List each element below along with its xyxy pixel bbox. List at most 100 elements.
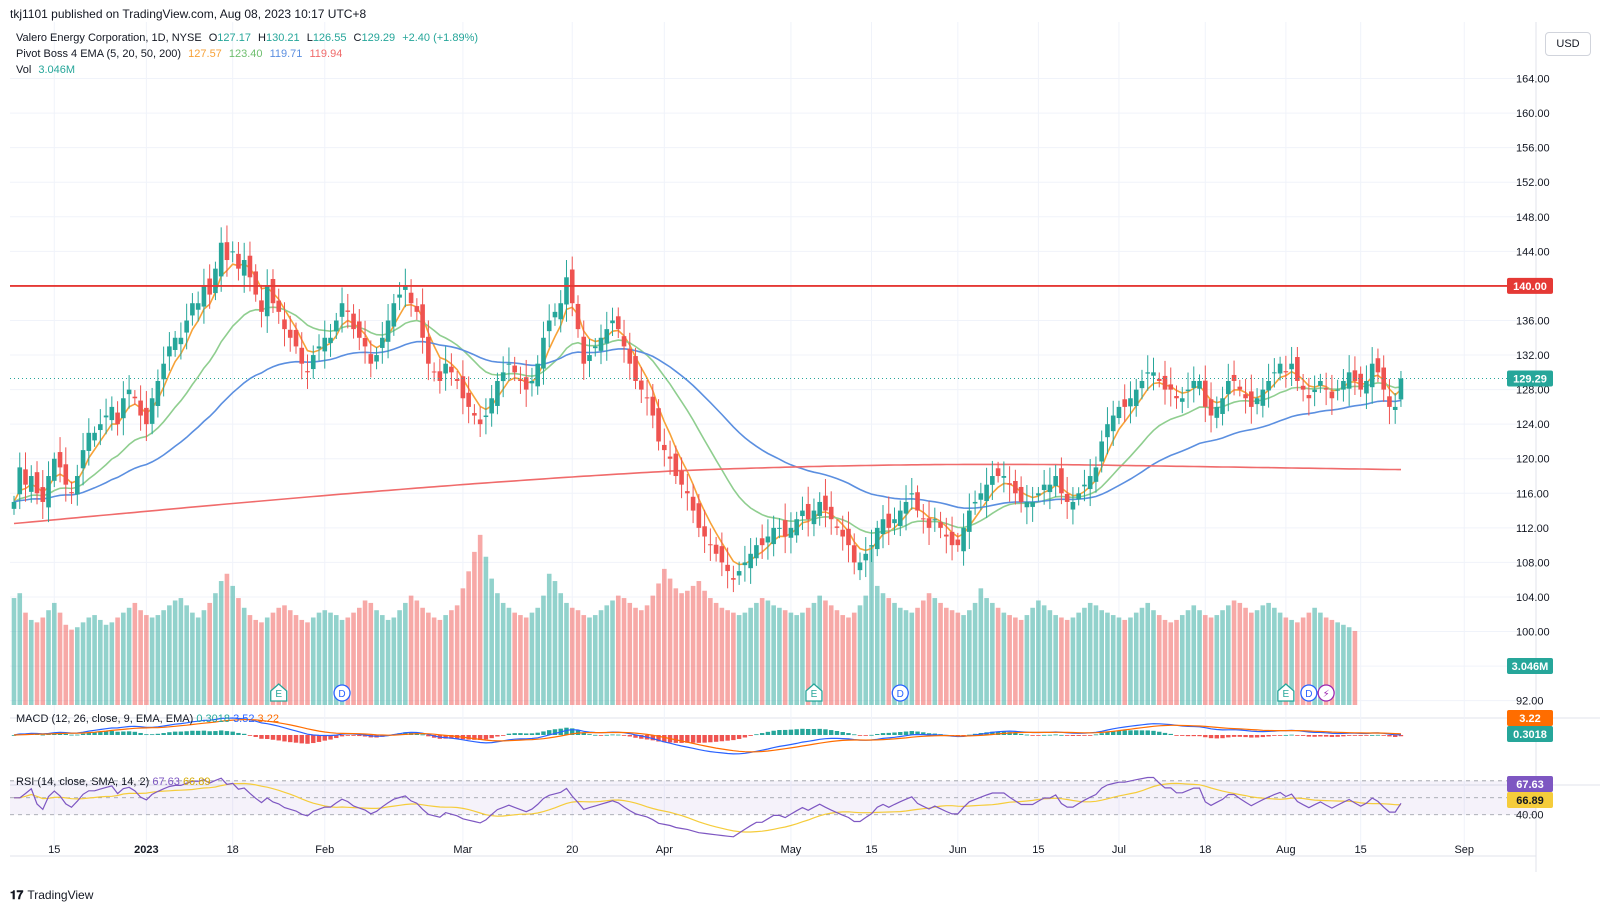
candle-body (604, 329, 610, 344)
volume-bar (828, 605, 834, 705)
candle-body (51, 458, 57, 481)
volume-bar (40, 617, 46, 705)
candle-body (1082, 484, 1087, 487)
currency-button[interactable]: USD (1545, 32, 1591, 56)
macd-hist-bar (265, 735, 270, 740)
macd-line-value: 3.52 (233, 713, 255, 725)
candle-body (408, 292, 414, 304)
candle-body (633, 356, 638, 381)
macd-hist-bar (426, 735, 431, 737)
volume-bar (1174, 619, 1179, 705)
candle-body (1381, 367, 1386, 390)
candle-body (201, 285, 207, 307)
candle-body (57, 452, 63, 468)
rsi-label: RSI (14, close, SMA, 14, 2) (16, 776, 150, 788)
candle-body (1076, 493, 1081, 500)
candle-body (1122, 399, 1128, 407)
price-tag (1507, 370, 1553, 387)
volume-bar (1082, 607, 1087, 705)
volume-bar (961, 615, 966, 705)
volume-bar (408, 595, 414, 705)
volume-bar (1036, 600, 1041, 705)
macd-hist-bar (817, 728, 822, 735)
macd-hist-bar (351, 735, 356, 736)
volume-bar (736, 615, 742, 705)
y-tick-label: 152.00 (1516, 177, 1550, 189)
macd-hist-bar (1059, 734, 1064, 736)
volume-bar (685, 590, 690, 705)
price-tag (1507, 726, 1553, 742)
macd-hist-bar (86, 732, 92, 735)
volume-bar (955, 612, 961, 705)
volume-bar (638, 610, 644, 705)
macd-hist-bar (1381, 735, 1386, 736)
macd-hist-bar (1369, 734, 1375, 736)
ema-legend[interactable]: Pivot Boss 4 EMA (5, 20, 50, 200) 127.57… (16, 48, 346, 60)
candlesticks[interactable] (11, 225, 1404, 593)
candle-body (1145, 372, 1151, 374)
candle-body (1300, 385, 1306, 390)
candle-body (771, 527, 776, 545)
macd-hist-bar (892, 732, 897, 735)
candle-body (75, 476, 80, 495)
macd-hist-bar (1312, 735, 1317, 737)
open-value: 127.17 (217, 32, 251, 44)
volume-bar (431, 617, 437, 705)
macd-hist-bar (1145, 730, 1150, 735)
macd-hist-bar (276, 735, 281, 741)
volume-bar (552, 581, 558, 705)
y-tick-label: 100.00 (1516, 627, 1550, 639)
volume-bar (794, 615, 799, 705)
candle-body (782, 520, 788, 537)
volume-bar (264, 617, 270, 705)
volume-bar (840, 615, 846, 705)
candle-body (115, 412, 120, 425)
candle-body (1341, 380, 1346, 390)
tradingview-footer[interactable]: 𝟏𝟕 TradingView (10, 888, 93, 903)
candle-body (1024, 501, 1030, 508)
rsi-legend[interactable]: RSI (14, close, SMA, 14, 2) 67.63 66.89 (16, 776, 210, 788)
candle-body (673, 453, 679, 477)
candle-body (685, 491, 690, 494)
macd-hist-bar (282, 735, 287, 742)
volume-legend[interactable]: Vol 3.046M (16, 64, 79, 76)
symbol-legend[interactable]: Valero Energy Corporation, 1D, NYSE O127… (16, 32, 482, 44)
volume-bar (541, 595, 546, 705)
volume-bar (23, 612, 28, 705)
candle-body (552, 311, 558, 318)
candle-body (523, 377, 529, 390)
candle-body (805, 503, 811, 520)
y-tick-label: 148.00 (1516, 212, 1550, 224)
volume-bar (86, 617, 92, 705)
macd-hist-bar (1030, 735, 1035, 736)
candle-body (736, 571, 742, 576)
macd-hist-bar (1341, 735, 1346, 737)
marker-label: E (811, 689, 818, 700)
candle-body (1128, 398, 1133, 407)
candle-body (489, 398, 494, 414)
candle-body (903, 501, 909, 514)
macd-hist-bar (719, 735, 725, 742)
macd-hist-bar (1364, 735, 1369, 736)
macd-hist-bar (322, 735, 327, 741)
macd-legend[interactable]: MACD (12, 26, close, 9, EMA, EMA) 0.3018… (16, 713, 279, 725)
x-tick-label: Jul (1112, 844, 1126, 856)
candle-body (1277, 363, 1283, 374)
candle-body (1197, 380, 1202, 389)
volume-bar (28, 619, 34, 705)
candle-body (667, 456, 673, 459)
candle-body (167, 346, 172, 357)
candle-body (126, 389, 132, 395)
volume-bar (1202, 615, 1208, 705)
volume-bar (604, 605, 610, 705)
macd-hist-bar (1300, 735, 1306, 736)
volume-bar (874, 585, 880, 705)
candle-body (236, 253, 241, 269)
marker-label: E (1283, 689, 1290, 700)
macd-hist-bar (247, 735, 253, 736)
open-label: O (208, 32, 218, 44)
macd-hist-bar (328, 735, 333, 740)
event-markers[interactable]: E D E D E D ⚡ (270, 683, 1335, 702)
